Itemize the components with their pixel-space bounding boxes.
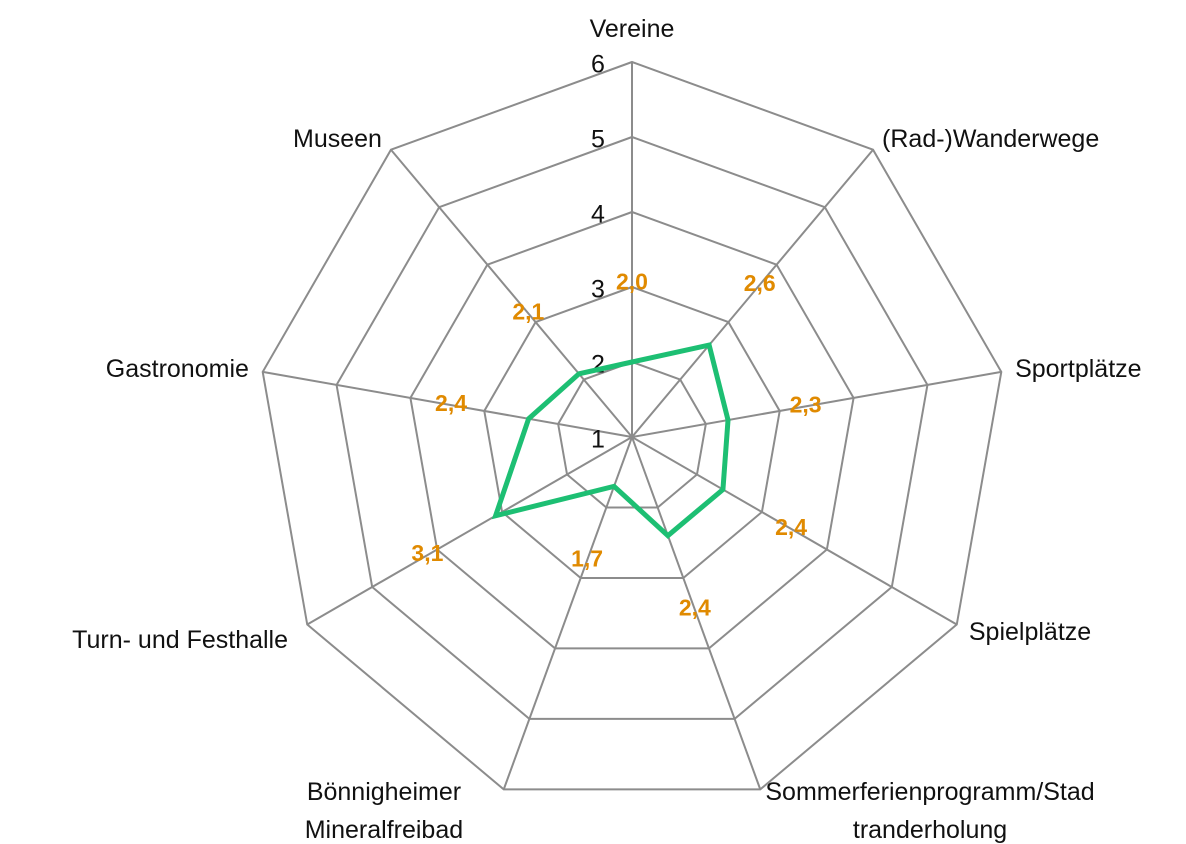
data-label: 2,1	[512, 299, 544, 325]
spoke	[631, 436, 958, 626]
spoke	[631, 370, 1002, 438]
y-tick-label: 1	[591, 426, 605, 454]
grid-ring	[335, 135, 929, 720]
data-label: 2,4	[775, 514, 807, 540]
y-tick-label: 5	[591, 126, 605, 154]
y-tick-label: 4	[591, 201, 605, 229]
grid-ring	[409, 210, 855, 650]
category-label: Sportplätze	[1015, 355, 1142, 384]
category-label: Sommerferienprogramm/Stadtranderholung	[765, 777, 1095, 844]
data-label: 3,1	[411, 540, 443, 566]
data-label: 2,4	[679, 595, 711, 621]
category-label: Turn- und Festhalle	[72, 625, 289, 654]
data-label: 2,0	[616, 268, 648, 294]
category-label: Gastronomie	[105, 355, 249, 384]
y-tick-label: 6	[591, 51, 605, 79]
category-label: Museen	[293, 125, 382, 153]
y-tick-label: 2	[591, 351, 605, 379]
category-label: Spielplätze	[968, 617, 1092, 646]
data-label: 2,6	[744, 270, 776, 296]
grid-ring	[261, 60, 1003, 791]
spoke	[631, 436, 762, 790]
category-label: Bönnigheimer Mineralfreibad	[304, 777, 464, 844]
spoke	[262, 370, 633, 438]
series-line	[491, 342, 731, 539]
y-tick-label: 3	[591, 276, 605, 304]
data-label: 1,7	[571, 545, 603, 571]
grid-ring	[483, 285, 781, 579]
spoke	[502, 436, 633, 790]
spoke	[631, 149, 874, 438]
data-label: 2,3	[790, 391, 822, 417]
grid-ring	[557, 360, 707, 509]
spoke	[390, 149, 633, 438]
category-label: (Rad-)Wanderwege	[882, 125, 1100, 153]
data-label: 2,4	[435, 390, 467, 416]
category-label: Vereine	[589, 15, 675, 43]
spoke	[306, 436, 633, 626]
